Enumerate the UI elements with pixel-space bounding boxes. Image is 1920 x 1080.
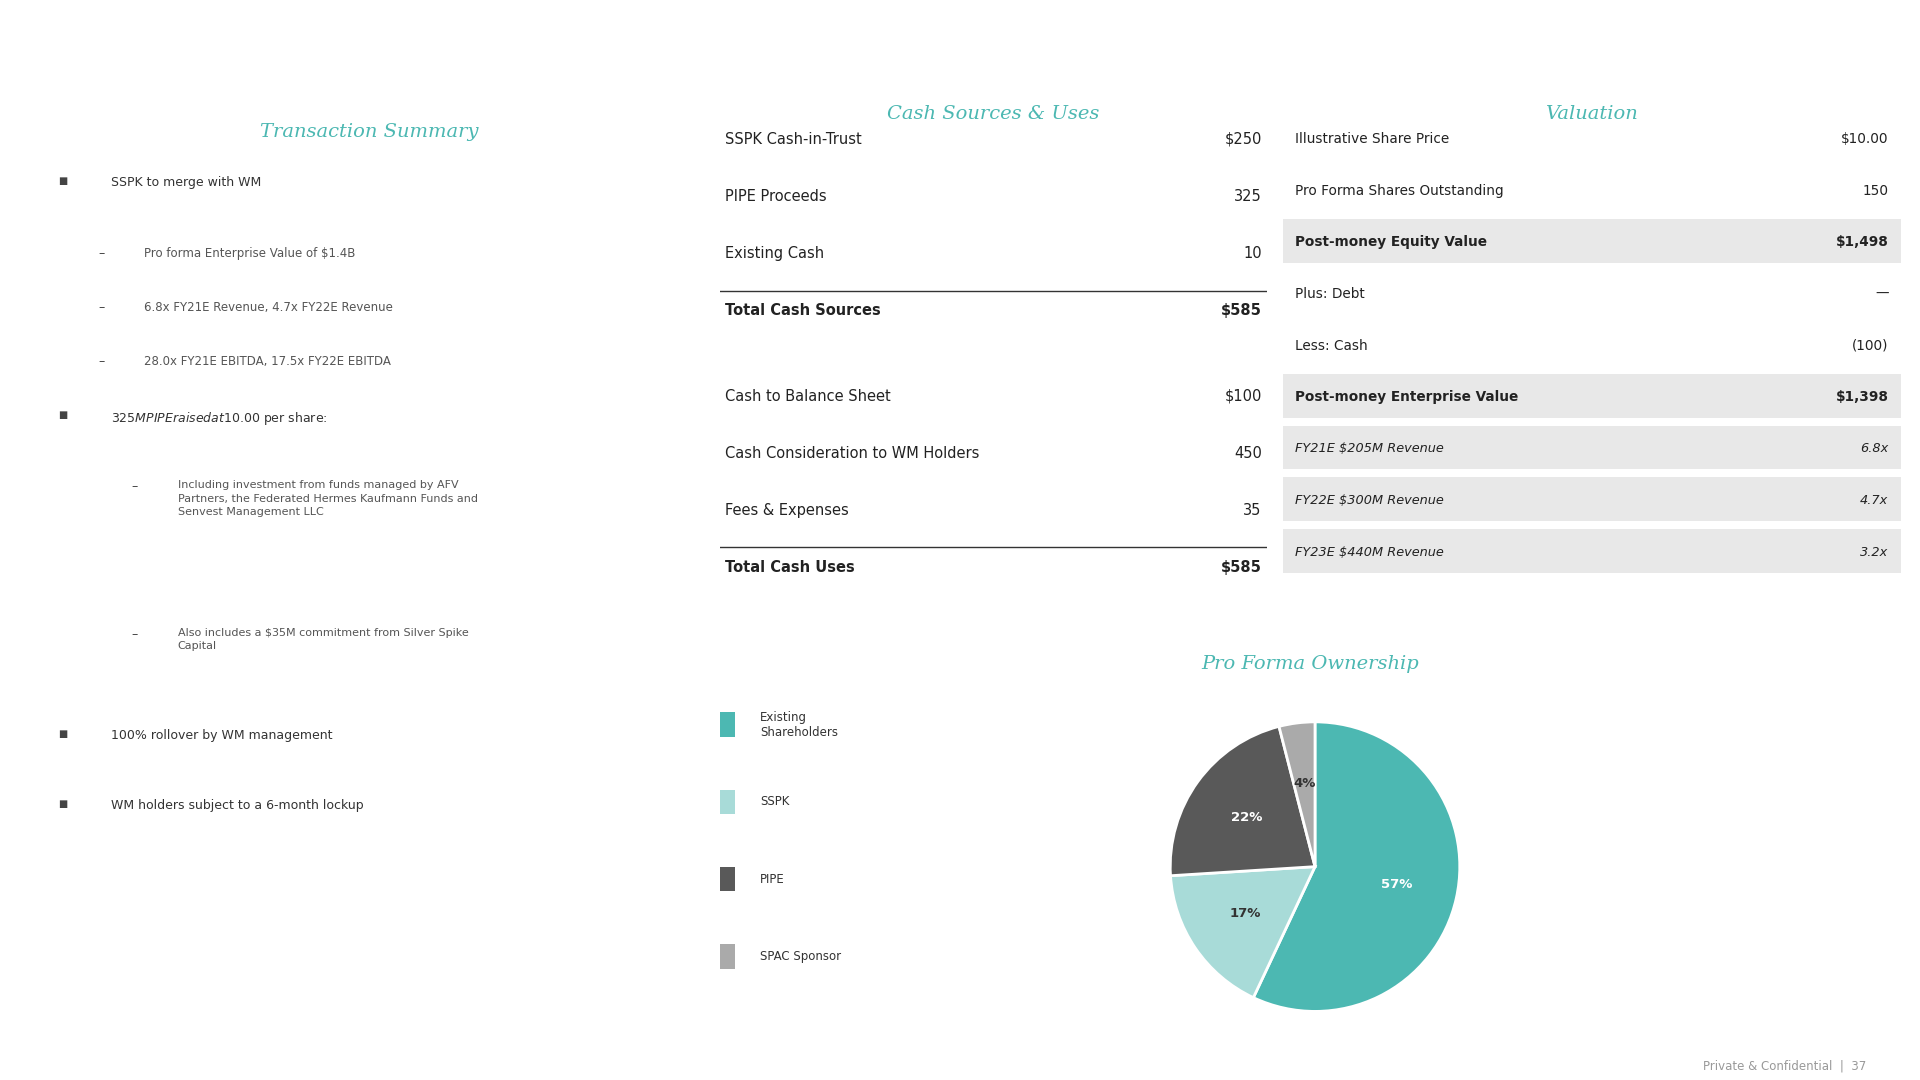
Text: Pro Forma Ownership: Pro Forma Ownership	[1202, 656, 1419, 673]
Text: Cash Consideration to WM Holders: Cash Consideration to WM Holders	[726, 446, 979, 461]
Text: wmh: wmh	[1797, 32, 1866, 57]
Bar	[720, 789, 735, 814]
Text: –: –	[98, 246, 104, 259]
Bar	[1283, 426, 1901, 470]
Text: 100% rollover by WM management: 100% rollover by WM management	[111, 729, 332, 742]
Text: Valuation: Valuation	[1546, 105, 1638, 123]
Text: SSPK Cash-in-Trust: SSPK Cash-in-Trust	[726, 132, 862, 147]
Text: PIPE Proceeds: PIPE Proceeds	[726, 189, 828, 204]
Text: —: —	[1876, 287, 1889, 301]
Text: Including investment from funds managed by AFV
Partners, the Federated Hermes Ka: Including investment from funds managed …	[177, 481, 478, 516]
Text: SPAC Sponsor: SPAC Sponsor	[760, 949, 841, 962]
Wedge shape	[1171, 866, 1315, 998]
Text: $585: $585	[1221, 559, 1261, 575]
Text: FY23E $440M Revenue: FY23E $440M Revenue	[1294, 545, 1444, 558]
Text: –: –	[98, 355, 104, 368]
Bar	[1283, 219, 1901, 264]
Text: SSPK to merge with WM: SSPK to merge with WM	[111, 176, 261, 189]
Text: 10: 10	[1242, 246, 1261, 261]
Wedge shape	[1169, 727, 1315, 876]
Text: 6.8x FY21E Revenue, 4.7x FY22E Revenue: 6.8x FY21E Revenue, 4.7x FY22E Revenue	[144, 301, 394, 314]
Bar	[1283, 529, 1901, 572]
Text: 57%: 57%	[1380, 878, 1413, 891]
Text: ■: ■	[58, 409, 67, 419]
Text: FY22E $300M Revenue: FY22E $300M Revenue	[1294, 494, 1444, 507]
Text: –: –	[131, 627, 138, 640]
Text: 325: 325	[1235, 189, 1261, 204]
Text: Post-money Enterprise Value: Post-money Enterprise Value	[1294, 390, 1519, 404]
Text: Transaction Summary: Transaction Summary	[261, 122, 478, 140]
Text: ■: ■	[58, 176, 67, 186]
Text: Cash to Balance Sheet: Cash to Balance Sheet	[726, 389, 891, 404]
Text: 4%: 4%	[1294, 777, 1315, 789]
Text: Post-money Equity Value: Post-money Equity Value	[1294, 235, 1486, 249]
Text: $100: $100	[1225, 389, 1261, 404]
Text: Total Cash Uses: Total Cash Uses	[726, 559, 854, 575]
Text: WM holders subject to a 6-month lockup: WM holders subject to a 6-month lockup	[111, 799, 365, 812]
Text: 35: 35	[1244, 502, 1261, 517]
Wedge shape	[1279, 721, 1315, 866]
Bar	[720, 944, 735, 969]
Text: 150: 150	[1862, 184, 1889, 198]
Text: $585: $585	[1221, 303, 1261, 318]
Wedge shape	[1254, 721, 1459, 1011]
Text: $325M PIPE raised at $10.00 per share:: $325M PIPE raised at $10.00 per share:	[111, 409, 328, 427]
Text: Illustrative Share Price: Illustrative Share Price	[1294, 132, 1450, 146]
Bar	[720, 867, 735, 891]
Text: SSPK: SSPK	[760, 795, 789, 808]
Text: Fees & Expenses: Fees & Expenses	[726, 502, 849, 517]
Text: (100): (100)	[1853, 339, 1889, 353]
Text: Also includes a $35M commitment from Silver Spike
Capital: Also includes a $35M commitment from Sil…	[177, 627, 468, 651]
Text: 4.7x: 4.7x	[1860, 494, 1889, 507]
Text: $250: $250	[1225, 132, 1261, 147]
Text: Pro forma Enterprise Value of $1.4B: Pro forma Enterprise Value of $1.4B	[144, 246, 355, 259]
Text: $10.00: $10.00	[1841, 132, 1889, 146]
Text: 17%: 17%	[1231, 907, 1261, 920]
Bar	[1283, 374, 1901, 418]
Text: Plus: Debt: Plus: Debt	[1294, 287, 1365, 301]
Text: –: –	[131, 481, 138, 494]
Text: Pro Forma Shares Outstanding: Pro Forma Shares Outstanding	[1294, 184, 1503, 198]
Text: 6.8x: 6.8x	[1860, 443, 1889, 456]
Text: Transaction Overview: Transaction Overview	[58, 33, 321, 56]
Text: Private & Confidential  |  37: Private & Confidential | 37	[1703, 1059, 1866, 1074]
Bar	[720, 713, 735, 737]
Text: $1,498: $1,498	[1836, 235, 1889, 249]
Text: 450: 450	[1235, 446, 1261, 461]
Text: Less: Cash: Less: Cash	[1294, 339, 1367, 353]
Text: –: –	[98, 301, 104, 314]
Bar	[1283, 477, 1901, 521]
Text: Total Cash Sources: Total Cash Sources	[726, 303, 881, 318]
Text: FY21E $205M Revenue: FY21E $205M Revenue	[1294, 443, 1444, 456]
Text: PIPE: PIPE	[760, 873, 785, 886]
Text: 28.0x FY21E EBITDA, 17.5x FY22E EBITDA: 28.0x FY21E EBITDA, 17.5x FY22E EBITDA	[144, 355, 392, 368]
Text: ■: ■	[58, 729, 67, 739]
Text: $1,398: $1,398	[1836, 390, 1889, 404]
Text: Existing
Shareholders: Existing Shareholders	[760, 711, 839, 739]
Text: 3.2x: 3.2x	[1860, 545, 1889, 558]
Text: ■: ■	[58, 799, 67, 809]
Text: Existing Cash: Existing Cash	[726, 246, 824, 261]
Text: Cash Sources & Uses: Cash Sources & Uses	[887, 105, 1100, 123]
Text: 22%: 22%	[1231, 811, 1263, 824]
